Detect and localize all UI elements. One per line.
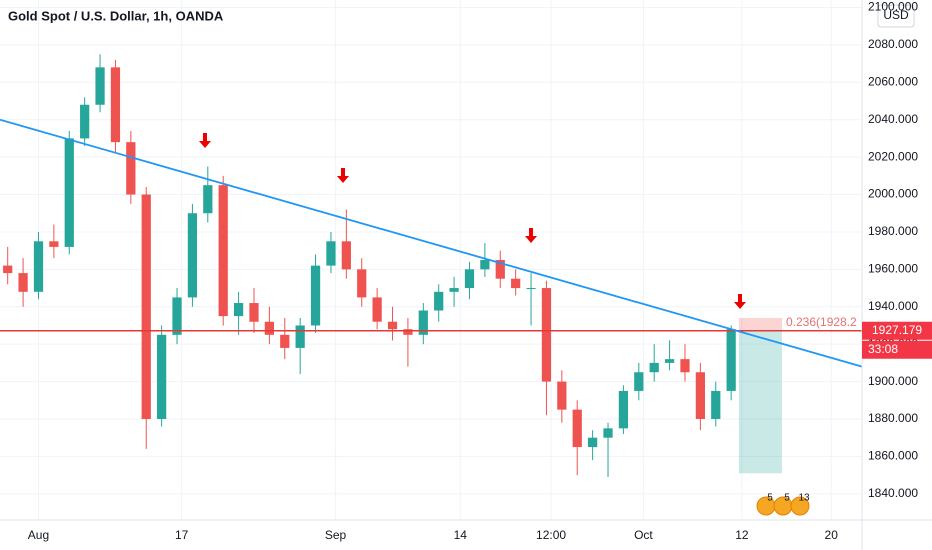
candle-body bbox=[387, 321, 398, 330]
candle-body bbox=[49, 241, 59, 247]
y-tick-label: 2000.000 bbox=[868, 187, 918, 201]
candle-body bbox=[126, 142, 136, 195]
candle-body bbox=[172, 297, 182, 335]
candle-body bbox=[295, 325, 305, 348]
x-tick-label: 20 bbox=[825, 528, 839, 542]
chart-title: Gold Spot / U.S. Dollar, 1h, OANDA bbox=[8, 8, 224, 23]
arrow bbox=[199, 133, 211, 148]
y-tick-label: 1840.000 bbox=[868, 486, 918, 500]
candle-body bbox=[187, 213, 198, 298]
candle-body bbox=[526, 288, 536, 290]
candle-body bbox=[95, 67, 105, 105]
candle-body bbox=[141, 194, 151, 419]
candle-body bbox=[695, 372, 705, 419]
candle-body bbox=[434, 291, 444, 311]
candle-body bbox=[80, 104, 90, 139]
candle-body bbox=[449, 288, 459, 292]
candle-body bbox=[157, 334, 167, 419]
trendline bbox=[0, 118, 863, 368]
arrow bbox=[337, 168, 349, 183]
arrows bbox=[199, 133, 746, 309]
fib-label: 0.236(1928.2 bbox=[786, 315, 857, 329]
position-stop bbox=[738, 317, 782, 331]
y-tick-label: 1880.000 bbox=[868, 411, 918, 425]
candle-body bbox=[18, 273, 28, 292]
candle-body bbox=[64, 138, 74, 247]
candle-body bbox=[634, 372, 644, 391]
x-tick-label: 12 bbox=[735, 528, 749, 542]
candle-body bbox=[203, 185, 213, 214]
candle-body bbox=[326, 241, 336, 266]
candle-body bbox=[711, 390, 721, 419]
x-tick-label: Oct bbox=[634, 528, 653, 542]
candle-body bbox=[680, 359, 690, 373]
y-tick-label: 1960.000 bbox=[868, 262, 918, 276]
event-label: 13 bbox=[798, 493, 810, 504]
currency-badge[interactable] bbox=[877, 4, 915, 28]
candle-body bbox=[541, 288, 552, 382]
x-tick-label: 14 bbox=[454, 528, 468, 542]
price-tag bbox=[862, 321, 932, 340]
x-tick-label: Sep bbox=[325, 528, 347, 542]
event-icon bbox=[790, 496, 810, 516]
candle-body bbox=[310, 265, 321, 326]
x-tick-label: 12:00 bbox=[536, 528, 566, 542]
y-tick-label: 1940.000 bbox=[868, 299, 918, 313]
y-tick-label: 2080.000 bbox=[868, 37, 918, 51]
candle-body bbox=[341, 241, 351, 270]
candle-body bbox=[280, 334, 290, 348]
candle-body bbox=[418, 310, 428, 335]
arrow bbox=[734, 294, 746, 309]
event-label: 5 bbox=[767, 493, 773, 504]
plot bbox=[0, 54, 863, 477]
candle-body bbox=[33, 241, 44, 292]
candle-body bbox=[618, 390, 629, 429]
countdown-tag bbox=[862, 340, 932, 359]
candle-body bbox=[3, 265, 13, 274]
candle-body bbox=[218, 185, 228, 317]
candle-body bbox=[603, 428, 613, 438]
candle-body bbox=[480, 260, 490, 270]
candle-body bbox=[588, 437, 598, 448]
arrow bbox=[525, 228, 537, 243]
countdown-label: 33:08 bbox=[868, 342, 898, 356]
y-tick-label: 2100.000 bbox=[868, 0, 918, 14]
y-tick-label: 2020.000 bbox=[868, 149, 918, 163]
candle-body bbox=[572, 409, 582, 448]
candle-body bbox=[495, 260, 505, 279]
candle-body bbox=[249, 303, 259, 322]
candle-body bbox=[403, 329, 413, 335]
candle-body bbox=[372, 297, 382, 322]
x-tick-label: Aug bbox=[28, 528, 49, 542]
candle-body bbox=[557, 381, 567, 410]
candle-body bbox=[233, 303, 244, 317]
y-tick-label: 1900.000 bbox=[868, 374, 918, 388]
y-tick-label: 1860.000 bbox=[868, 449, 918, 463]
y-tick-label: 2060.000 bbox=[868, 74, 918, 88]
candle-body bbox=[357, 269, 367, 298]
y-tick-label: 2040.000 bbox=[868, 112, 918, 126]
candle-body bbox=[464, 269, 475, 289]
y-tick-label: 1980.000 bbox=[868, 224, 918, 238]
candle-body bbox=[664, 359, 675, 363]
event-label: 5 bbox=[784, 493, 790, 504]
price-tag-label: 1927.179 bbox=[872, 323, 922, 337]
candle-body bbox=[264, 321, 274, 335]
candle-body bbox=[726, 329, 736, 391]
x-tick-label: 17 bbox=[175, 528, 189, 542]
currency[interactable]: USD bbox=[883, 8, 909, 22]
candle-body bbox=[511, 278, 521, 289]
position-target bbox=[738, 330, 782, 474]
candle-body bbox=[110, 67, 121, 143]
candle-body bbox=[649, 362, 659, 373]
